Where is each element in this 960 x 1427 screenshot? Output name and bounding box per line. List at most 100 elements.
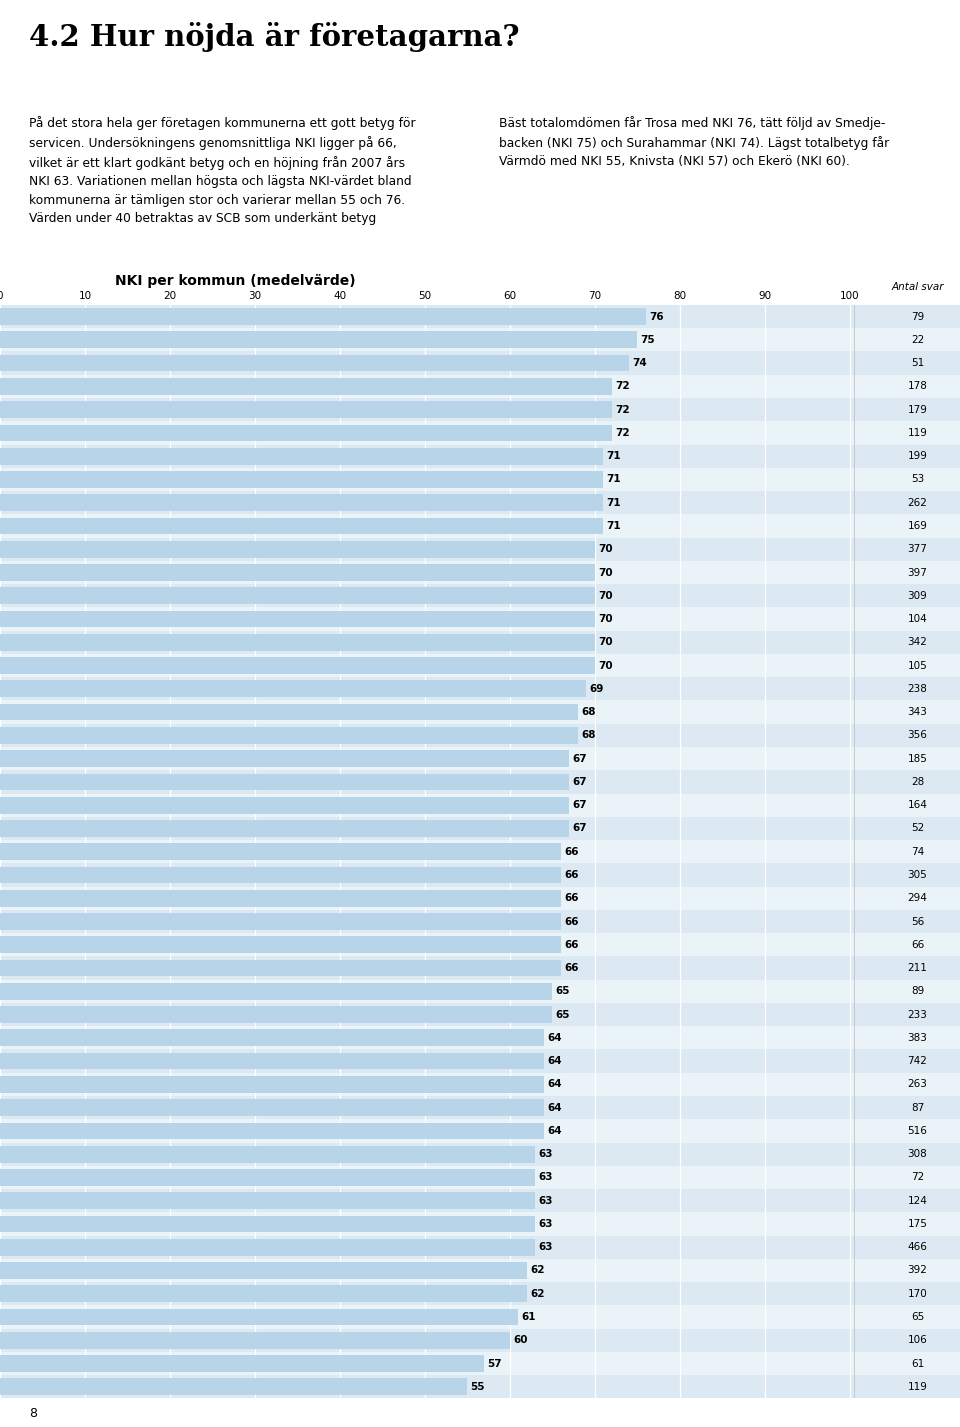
Text: 119: 119 — [907, 428, 927, 438]
Text: 70: 70 — [598, 544, 612, 554]
Bar — [0, 771, 960, 793]
Bar — [0, 841, 960, 863]
Bar — [0, 588, 594, 604]
Bar — [0, 1309, 518, 1326]
Bar — [0, 960, 561, 976]
Text: 74: 74 — [632, 358, 647, 368]
Text: 74: 74 — [911, 846, 924, 856]
Text: 4.2 Hur nöjda är företagarna?: 4.2 Hur nöjda är företagarna? — [29, 21, 519, 51]
Text: På det stora hela ger företagen kommunerna ett gott betyg för
servicen. Undersök: På det stora hela ger företagen kommuner… — [29, 116, 416, 225]
Bar — [0, 1166, 960, 1189]
Bar — [0, 494, 603, 511]
Text: 63: 63 — [539, 1219, 553, 1229]
Text: 377: 377 — [907, 544, 927, 554]
Text: 70: 70 — [598, 568, 612, 578]
Text: 52: 52 — [911, 823, 924, 833]
Text: 55: 55 — [470, 1381, 485, 1391]
Bar — [0, 1306, 960, 1329]
Bar — [0, 654, 960, 678]
Text: 62: 62 — [530, 1289, 544, 1299]
Text: 66: 66 — [911, 940, 924, 950]
Text: 68: 68 — [581, 731, 595, 741]
Text: 262: 262 — [907, 498, 927, 508]
Text: 742: 742 — [907, 1056, 927, 1066]
Text: 70: 70 — [598, 661, 612, 671]
Bar — [0, 518, 603, 534]
Bar — [0, 983, 552, 1000]
Text: 179: 179 — [907, 405, 927, 415]
Text: 294: 294 — [907, 893, 927, 903]
Text: 57: 57 — [488, 1359, 502, 1368]
Bar — [0, 866, 561, 883]
Text: 71: 71 — [607, 474, 621, 484]
Text: 53: 53 — [911, 474, 924, 484]
Bar — [0, 886, 960, 910]
Bar — [0, 658, 594, 674]
Text: 68: 68 — [581, 708, 595, 718]
Bar — [0, 611, 594, 628]
Bar — [0, 331, 637, 348]
Bar — [0, 561, 960, 584]
Bar — [0, 1146, 536, 1163]
Bar — [0, 445, 960, 468]
Text: 66: 66 — [564, 893, 579, 903]
Text: 185: 185 — [907, 753, 927, 763]
Bar — [0, 1076, 543, 1093]
Bar — [0, 726, 578, 743]
Text: 64: 64 — [547, 1056, 562, 1066]
Text: 70: 70 — [598, 638, 612, 648]
Text: 56: 56 — [911, 916, 924, 926]
Bar — [0, 1123, 543, 1139]
Text: 66: 66 — [564, 870, 579, 880]
Text: 28: 28 — [911, 776, 924, 786]
Text: 178: 178 — [907, 381, 927, 391]
Bar — [0, 1193, 536, 1209]
Bar — [0, 631, 960, 654]
Bar — [0, 305, 960, 328]
Bar — [0, 746, 960, 771]
Text: 71: 71 — [607, 498, 621, 508]
Text: 342: 342 — [907, 638, 927, 648]
Bar — [0, 1261, 527, 1279]
Bar — [0, 564, 594, 581]
Bar — [0, 425, 612, 441]
Bar — [0, 355, 629, 371]
Bar — [0, 1029, 543, 1046]
Text: 72: 72 — [911, 1173, 924, 1183]
Text: 63: 63 — [539, 1196, 553, 1206]
Bar — [0, 375, 960, 398]
Bar — [0, 608, 960, 631]
Bar — [0, 421, 960, 445]
Bar — [0, 541, 594, 558]
Text: 238: 238 — [907, 684, 927, 694]
Text: 392: 392 — [907, 1266, 927, 1276]
Bar — [0, 1329, 960, 1351]
Bar — [0, 401, 612, 418]
Text: 67: 67 — [572, 776, 588, 786]
Bar — [0, 1073, 960, 1096]
Text: 305: 305 — [907, 870, 927, 880]
Bar — [0, 816, 960, 841]
Text: 64: 64 — [547, 1079, 562, 1089]
Text: 76: 76 — [649, 311, 663, 321]
Bar — [0, 1281, 960, 1306]
Text: 60: 60 — [514, 1336, 528, 1346]
Bar — [0, 1169, 536, 1186]
Bar — [0, 378, 612, 395]
Bar — [0, 796, 569, 813]
Text: 87: 87 — [911, 1103, 924, 1113]
Text: 64: 64 — [547, 1033, 562, 1043]
Text: 65: 65 — [556, 986, 570, 996]
Text: 8: 8 — [29, 1407, 36, 1420]
Text: 70: 70 — [598, 614, 612, 624]
Text: 104: 104 — [907, 614, 927, 624]
Bar — [0, 351, 960, 375]
Text: 72: 72 — [615, 428, 630, 438]
Text: 89: 89 — [911, 986, 924, 996]
Bar — [0, 910, 960, 933]
Bar — [0, 634, 594, 651]
Text: 170: 170 — [907, 1289, 927, 1299]
Bar — [0, 328, 960, 351]
Bar — [0, 1216, 536, 1233]
Bar — [0, 538, 960, 561]
